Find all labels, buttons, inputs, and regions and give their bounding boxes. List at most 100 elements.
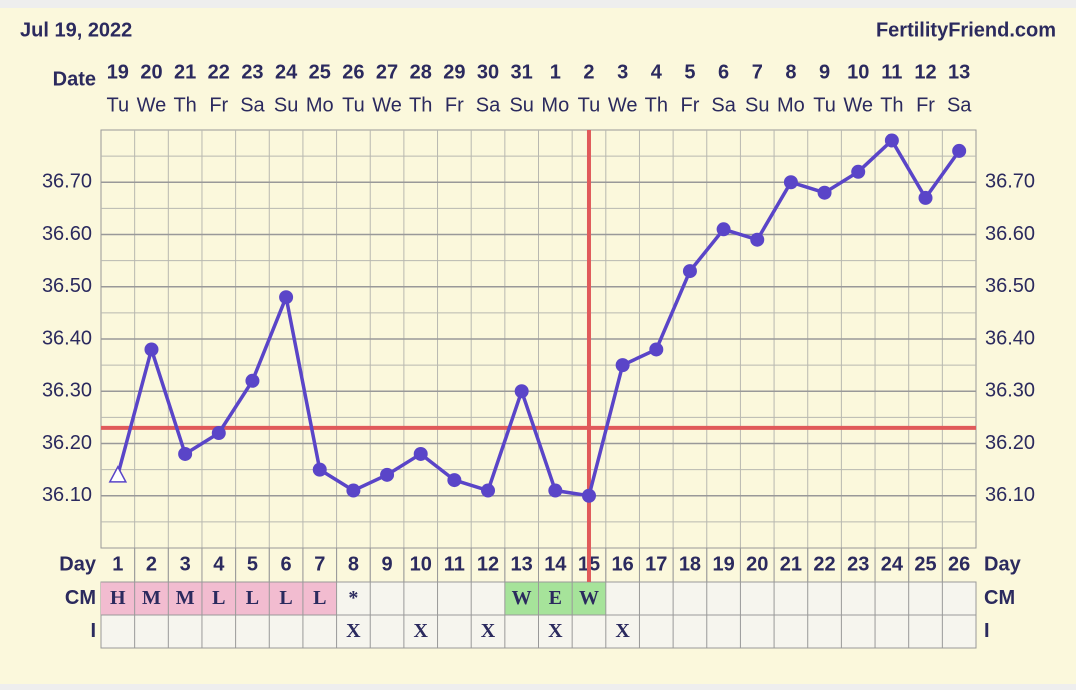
weekday-label: Su xyxy=(274,94,298,116)
weekday-label: We xyxy=(372,94,402,116)
temperature-point xyxy=(380,467,395,482)
cm-cell xyxy=(168,582,202,615)
i-row-label: I xyxy=(90,620,96,642)
y2-tick-label: 36.10 xyxy=(985,484,1035,506)
day-number: 7 xyxy=(314,553,325,575)
y2-tick-label: 36.50 xyxy=(985,275,1035,297)
y2-tick-label: 36.20 xyxy=(985,432,1035,454)
date-row-label: Date xyxy=(53,68,96,90)
temperature-point xyxy=(851,164,866,179)
weekday-label: Tu xyxy=(813,94,836,116)
cm-value: L xyxy=(246,587,259,609)
date-label: 22 xyxy=(208,61,230,83)
weekday-label: Th xyxy=(173,94,196,116)
cm-value: L xyxy=(313,587,326,609)
day-number: 26 xyxy=(948,553,970,575)
date-label: 27 xyxy=(376,61,398,83)
temperature-point xyxy=(144,342,159,357)
cm-cell xyxy=(134,582,169,615)
temperature-point xyxy=(548,483,563,498)
y2-tick-label: 36.70 xyxy=(985,171,1035,193)
cm-value: W xyxy=(512,587,532,609)
temperature-point xyxy=(346,483,361,498)
temperature-point xyxy=(615,358,630,373)
y-tick-label: 36.70 xyxy=(42,171,92,193)
date-label: 20 xyxy=(140,61,162,83)
temperature-point xyxy=(750,232,765,247)
day-row-label-right: Day xyxy=(984,553,1022,575)
temperature-point xyxy=(952,143,967,158)
date-label: 24 xyxy=(275,61,298,83)
weekday-label: Sa xyxy=(240,94,265,116)
day-number: 22 xyxy=(813,553,835,575)
day-number: 17 xyxy=(645,553,667,575)
date-label: 30 xyxy=(477,61,499,83)
day-number: 2 xyxy=(146,553,157,575)
cm-value: L xyxy=(279,587,292,609)
day-number: 8 xyxy=(348,553,359,575)
day-number: 10 xyxy=(410,553,432,575)
date-label: 19 xyxy=(107,61,129,83)
cm-value: H xyxy=(110,587,126,609)
temperature-point xyxy=(245,373,260,388)
weekday-label: We xyxy=(608,94,638,116)
cm-value: W xyxy=(579,587,599,609)
weekday-label: Fr xyxy=(916,94,935,116)
date-label: 28 xyxy=(410,61,432,83)
date-label: 23 xyxy=(241,61,263,83)
date-label: 26 xyxy=(342,61,364,83)
day-number: 18 xyxy=(679,553,701,575)
date-label: 25 xyxy=(309,61,331,83)
weekday-label: Fr xyxy=(680,94,699,116)
temperature-point xyxy=(817,185,832,200)
cm-value: E xyxy=(549,587,562,609)
chart-date: Jul 19, 2022 xyxy=(20,19,132,41)
date-label: 29 xyxy=(443,61,465,83)
cm-cell xyxy=(101,582,135,615)
brand: FertilityFriend.com xyxy=(876,19,1056,41)
intercourse-mark: X xyxy=(346,620,361,642)
y-tick-label: 36.50 xyxy=(42,275,92,297)
temperature-point xyxy=(682,264,697,279)
day-number: 20 xyxy=(746,553,768,575)
intercourse-mark: X xyxy=(413,620,428,642)
cm-value: L xyxy=(212,587,225,609)
temperature-point xyxy=(447,473,462,488)
y-tick-label: 36.30 xyxy=(42,380,92,402)
day-number: 13 xyxy=(511,553,533,575)
weekday-label: Sa xyxy=(947,94,972,116)
date-label: 8 xyxy=(785,61,796,83)
date-label: 11 xyxy=(881,61,902,83)
cm-value: M xyxy=(176,587,195,609)
weekday-label: Su xyxy=(745,94,769,116)
y2-tick-label: 36.40 xyxy=(985,327,1035,349)
cm-cell xyxy=(201,582,236,615)
temperature-point xyxy=(716,222,731,237)
weekday-label: Fr xyxy=(209,94,228,116)
temperature-point xyxy=(514,384,529,399)
day-number: 5 xyxy=(247,553,258,575)
weekday-label: We xyxy=(843,94,873,116)
temperature-point xyxy=(918,190,933,205)
temperature-point xyxy=(312,462,327,477)
day-number: 23 xyxy=(847,553,869,575)
y-tick-label: 36.60 xyxy=(42,223,92,245)
temperature-point xyxy=(108,465,128,483)
weekday-label: Mo xyxy=(777,94,805,116)
date-label: 1 xyxy=(550,61,561,83)
date-label: 31 xyxy=(511,61,533,83)
day-number: 3 xyxy=(180,553,191,575)
day-number: 14 xyxy=(544,553,567,575)
temperature-point xyxy=(178,446,193,461)
temperature-point xyxy=(581,488,596,503)
temperature-point xyxy=(279,290,294,305)
weekday-label: Su xyxy=(509,94,533,116)
cm-cell xyxy=(302,582,337,615)
date-label: 21 xyxy=(174,61,196,83)
weekday-label: Fr xyxy=(445,94,464,116)
weekday-label: We xyxy=(137,94,167,116)
weekday-label: Tu xyxy=(342,94,365,116)
temperature-point xyxy=(211,426,226,441)
y-tick-label: 36.40 xyxy=(42,327,92,349)
